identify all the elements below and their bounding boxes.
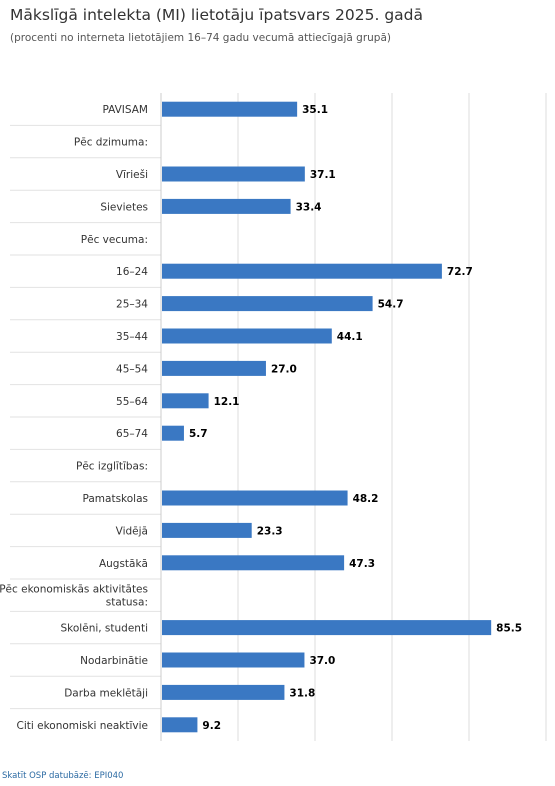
chart-title: Mākslīgā intelekta (MI) lietotāju īpatsv… <box>10 6 423 24</box>
category-label: 16–24 <box>116 266 148 278</box>
bar <box>162 684 285 700</box>
value-label: 37.0 <box>309 655 335 667</box>
value-label: 35.1 <box>302 104 328 116</box>
value-label: 5.7 <box>189 428 208 440</box>
value-label: 31.8 <box>289 687 315 699</box>
value-label: 72.7 <box>447 266 473 278</box>
bar <box>162 393 209 409</box>
value-label: 27.0 <box>271 363 297 375</box>
category-label: 45–54 <box>116 363 148 375</box>
bar <box>162 522 252 538</box>
category-label: 25–34 <box>116 299 148 311</box>
bar <box>162 425 184 441</box>
value-label: 37.1 <box>310 169 336 181</box>
bar <box>162 166 305 182</box>
category-label: Pēc izglītības: <box>76 461 148 473</box>
category-label: Pēc ekonomiskās aktivitātes statusa: <box>0 584 148 609</box>
bar <box>162 101 298 117</box>
source-link[interactable]: Skatīt OSP datubāzē: EPI040 <box>2 771 124 781</box>
bar <box>162 296 373 312</box>
bar <box>162 717 198 733</box>
category-label: Skolēni, studenti <box>61 623 148 635</box>
category-label: Sievietes <box>100 201 148 213</box>
category-label: Vidējā <box>116 525 148 537</box>
value-label: 44.1 <box>337 331 363 343</box>
bar <box>162 490 348 506</box>
value-label: 47.3 <box>349 558 375 570</box>
category-label: Augstākā <box>99 558 148 570</box>
bar <box>162 620 492 636</box>
category-label: 35–44 <box>116 331 148 343</box>
category-label: Pēc dzimuma: <box>74 137 148 149</box>
category-label: 55–64 <box>116 396 148 408</box>
value-label: 54.7 <box>378 299 404 311</box>
bar <box>162 360 266 376</box>
category-label: 65–74 <box>116 428 148 440</box>
category-label: Nodarbinātie <box>80 655 148 667</box>
value-label: 12.1 <box>214 396 240 408</box>
bar <box>162 263 442 279</box>
bar <box>162 652 305 668</box>
value-label: 9.2 <box>202 720 221 732</box>
value-label: 85.5 <box>496 623 522 635</box>
category-label: Citi ekonomiski neaktīvie <box>17 720 149 732</box>
category-label: PAVISAM <box>102 104 148 116</box>
bar <box>162 555 345 571</box>
chart-subtitle: (procenti no interneta lietotājiem 16–74… <box>10 32 392 44</box>
bar <box>162 198 291 214</box>
value-label: 48.2 <box>353 493 379 505</box>
bar <box>162 328 332 344</box>
value-label: 33.4 <box>296 201 322 213</box>
category-label: Pēc vecuma: <box>81 234 148 246</box>
category-label: Vīrieši <box>116 169 148 181</box>
value-label: 23.3 <box>257 525 283 537</box>
category-label: Pamatskolas <box>83 493 149 505</box>
category-label: Darba meklētāji <box>64 687 148 699</box>
